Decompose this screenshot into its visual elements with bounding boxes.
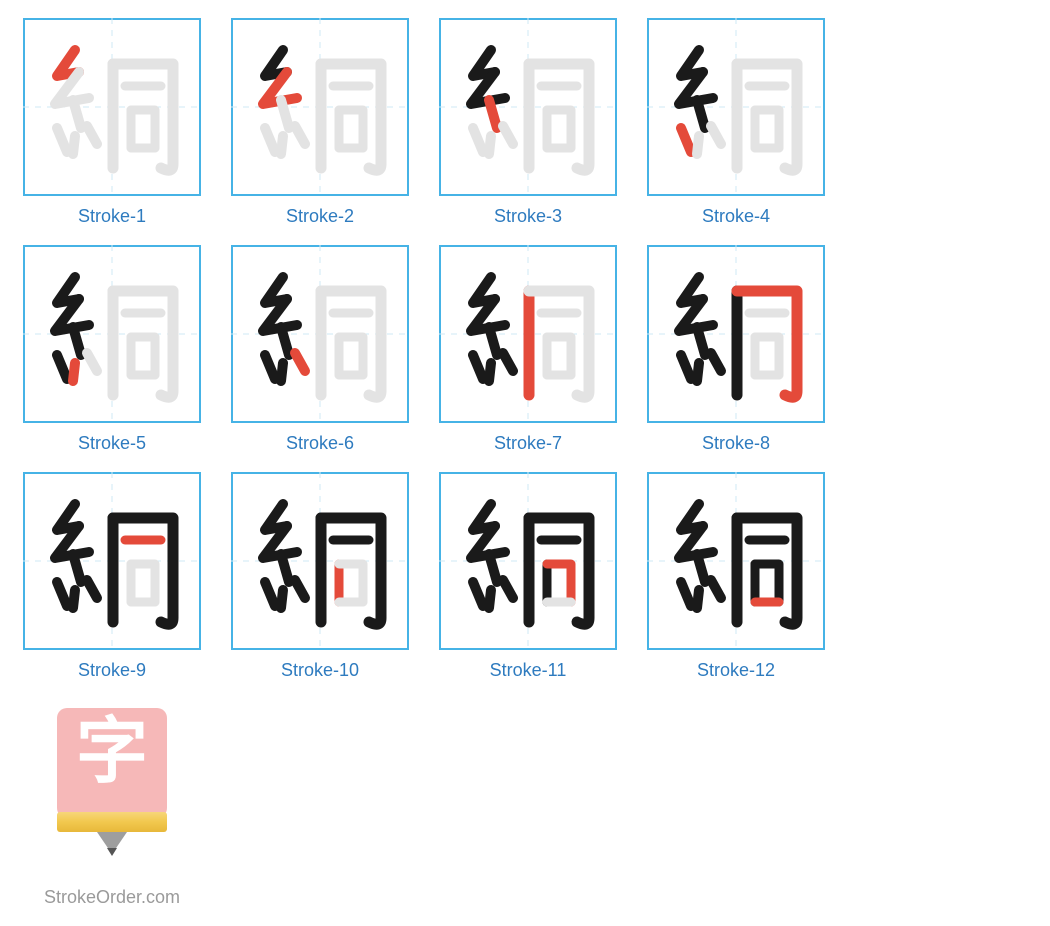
stroke-caption: Stroke-2 [286, 206, 354, 227]
glyph [439, 245, 617, 423]
stroke-cell: Stroke-2 [216, 18, 424, 227]
stroke-caption: Stroke-9 [78, 660, 146, 681]
stroke-tile [647, 18, 825, 196]
glyph [23, 245, 201, 423]
pencil-icon [57, 812, 167, 832]
stroke-caption: Stroke-5 [78, 433, 146, 454]
glyph [231, 245, 409, 423]
glyph [231, 472, 409, 650]
glyph [647, 245, 825, 423]
stroke-caption: Stroke-4 [702, 206, 770, 227]
stroke-cell: Stroke-10 [216, 472, 424, 681]
stroke-tile [231, 18, 409, 196]
site-name: StrokeOrder.com [44, 887, 180, 908]
stroke-cell: Stroke-11 [424, 472, 632, 681]
stroke-tile [23, 472, 201, 650]
stroke-tile [439, 245, 617, 423]
stroke-caption: Stroke-12 [697, 660, 775, 681]
stroke-tile [439, 472, 617, 650]
glyph [647, 18, 825, 196]
glyph [647, 472, 825, 650]
stroke-tile [231, 245, 409, 423]
stroke-cell: Stroke-12 [632, 472, 840, 681]
stroke-caption: Stroke-8 [702, 433, 770, 454]
stroke-tile [647, 472, 825, 650]
stroke-cell: Stroke-6 [216, 245, 424, 454]
glyph [439, 18, 617, 196]
stroke-cell: Stroke-8 [632, 245, 840, 454]
logo-char: 字 [57, 716, 167, 788]
stroke-cell: Stroke-3 [424, 18, 632, 227]
logo-tile: 字 [23, 699, 201, 877]
glyph [23, 472, 201, 650]
glyph [439, 472, 617, 650]
stroke-caption: Stroke-7 [494, 433, 562, 454]
stroke-tile [23, 18, 201, 196]
stroke-cell: Stroke-9 [8, 472, 216, 681]
site-logo: 字 [47, 708, 177, 868]
stroke-tile [23, 245, 201, 423]
stroke-caption: Stroke-11 [490, 660, 567, 681]
glyph [23, 18, 201, 196]
glyph [231, 18, 409, 196]
stroke-grid: Stroke-1 Stroke-2 Stroke-3 Stroke-4 Stro… [8, 18, 1042, 926]
stroke-caption: Stroke-1 [78, 206, 146, 227]
logo-cell: 字 StrokeOrder.com [8, 699, 216, 908]
stroke-cell: Stroke-7 [424, 245, 632, 454]
stroke-cell: Stroke-4 [632, 18, 840, 227]
stroke-caption: Stroke-10 [281, 660, 359, 681]
pencil-lead-icon [107, 848, 117, 856]
stroke-caption: Stroke-6 [286, 433, 354, 454]
stroke-caption: Stroke-3 [494, 206, 562, 227]
stroke-tile [231, 472, 409, 650]
stroke-tile [439, 18, 617, 196]
stroke-tile [647, 245, 825, 423]
stroke-cell: Stroke-5 [8, 245, 216, 454]
stroke-cell: Stroke-1 [8, 18, 216, 227]
